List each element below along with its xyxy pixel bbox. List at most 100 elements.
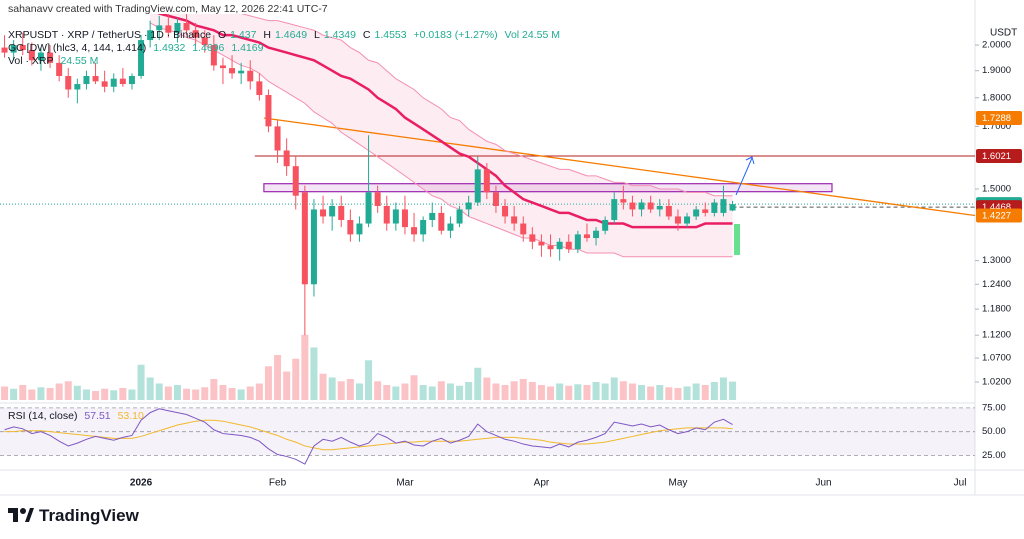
volume-bar	[701, 385, 709, 400]
candle-body	[83, 75, 90, 85]
volume-bar	[592, 382, 600, 400]
ohlc-value: 1.4553	[374, 29, 407, 41]
x-tick-label: Jun	[815, 478, 831, 489]
volume-bar	[346, 379, 354, 400]
volume-bar	[128, 389, 136, 400]
rsi-legend: RSI (14, close) 57.51 53.10	[8, 410, 148, 422]
candle-body	[356, 223, 363, 235]
x-tick-label: Apr	[534, 478, 550, 489]
volume-bar	[155, 383, 163, 400]
candle-body	[56, 62, 63, 76]
y-tick-label: 1.1200	[982, 330, 1011, 341]
volume-bar	[146, 377, 154, 400]
candle-body	[165, 25, 172, 33]
volume-bar	[547, 386, 555, 400]
candle-body	[338, 205, 345, 220]
candle-body	[665, 205, 672, 217]
candle-body	[128, 75, 135, 85]
volume-bar	[692, 383, 700, 400]
volume-bar	[628, 383, 636, 400]
volume-bar	[410, 375, 418, 400]
volume-bar	[92, 391, 100, 400]
candle-body	[10, 45, 17, 53]
volume-bar	[647, 386, 655, 400]
candle-body	[429, 212, 436, 220]
candle-body	[374, 192, 381, 206]
gc-legend: GC [DW] (hlc3, 4, 144, 1.414) 1.4932 1.4…	[8, 42, 267, 54]
candle-body	[593, 230, 600, 239]
volume-bar	[437, 381, 445, 400]
volume-bar	[173, 385, 181, 400]
candle-body	[620, 199, 627, 203]
trend-line	[263, 117, 975, 217]
volume-bar	[401, 383, 409, 400]
volume-bar	[164, 386, 172, 400]
volume-bar	[365, 360, 373, 400]
brand-name: TradingView	[39, 506, 139, 525]
change: +0.0183 (+1.27%)	[413, 29, 498, 41]
ohlc-value: 1.4649	[274, 29, 308, 41]
volume-bar	[674, 388, 682, 400]
volume-bar	[228, 388, 236, 400]
volume-bar	[374, 381, 382, 400]
price-badge	[976, 110, 1022, 125]
rsi-tick-label: 25.00	[982, 450, 1006, 461]
candle-body	[329, 205, 336, 217]
volume-bar	[638, 385, 646, 400]
volume-bar	[219, 385, 227, 400]
ohlc-label: C	[362, 29, 371, 41]
volume-bar	[310, 347, 318, 400]
candle-body	[511, 216, 518, 224]
candle-body	[483, 169, 490, 193]
symbol: XRPUSDT · XRP / TetherUS · 1D · Binance	[8, 29, 212, 41]
candle-body	[74, 84, 81, 90]
candle-body	[238, 70, 245, 74]
volume-bar	[719, 377, 727, 400]
candle-body	[383, 205, 390, 224]
y-tick-label: 1.3000	[982, 255, 1011, 266]
candle-body	[693, 209, 700, 217]
volume-bar	[492, 383, 500, 400]
candle-body	[684, 216, 691, 224]
volume-bar	[601, 383, 609, 400]
candle-body	[110, 78, 117, 87]
candle-body	[556, 241, 563, 250]
volume-bar	[446, 383, 454, 400]
volume-bar	[519, 379, 527, 400]
candle-body	[65, 75, 72, 90]
x-tick-label: Feb	[269, 478, 287, 489]
volume-bar	[328, 377, 336, 400]
volume-header: Vol 24.55 M	[504, 29, 560, 41]
symbol-legend: XRPUSDT · XRP / TetherUS · 1D · Binance …	[8, 29, 564, 41]
candle-body	[611, 199, 618, 220]
volume-bar	[483, 377, 491, 400]
volume-bar	[255, 383, 263, 400]
rsi-title: RSI (14, close)	[8, 410, 78, 422]
x-tick-label: May	[668, 478, 687, 489]
x-tick-label: Mar	[396, 478, 414, 489]
ohlc-value: 1.4349	[323, 29, 356, 41]
volume-bar	[456, 385, 464, 400]
arrow	[735, 157, 753, 196]
volume-title: Vol · XRP	[8, 55, 54, 67]
volume-bar	[665, 387, 673, 400]
ohlc-value: 1.437	[230, 29, 257, 41]
candle-body	[702, 209, 709, 213]
candle-body	[638, 202, 645, 210]
candle-body	[502, 205, 509, 217]
gc-value: 1.4169	[231, 42, 264, 54]
candle-body	[219, 65, 226, 69]
volume-bar	[1, 386, 9, 400]
price-badge-label: 1.4468	[982, 202, 1011, 213]
rsi-ma-value: 53.10	[117, 410, 144, 422]
candle-body	[401, 209, 408, 228]
ohlc-label: L	[314, 29, 320, 41]
candle-body	[156, 25, 163, 31]
volume-bar	[474, 367, 482, 400]
brand-logo: TradingView	[8, 506, 139, 526]
y-tick-label: 1.2400	[982, 279, 1011, 290]
volume-bar	[610, 377, 618, 400]
zone	[263, 183, 833, 193]
volume-bar	[583, 385, 591, 400]
